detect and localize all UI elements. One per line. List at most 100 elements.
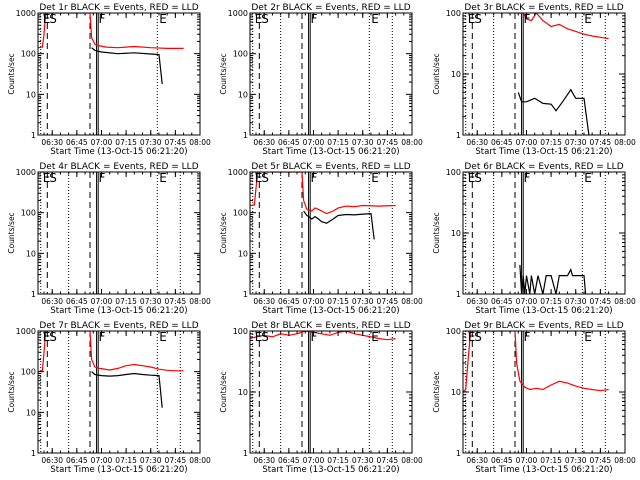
time-marker-label: E	[584, 171, 592, 185]
x-tick-label: 07:45	[377, 297, 399, 306]
time-marker-label: F	[311, 171, 318, 185]
plot-frame	[249, 171, 413, 295]
y-tick-label: 100	[233, 50, 248, 59]
x-tick-label: 07:00	[516, 297, 538, 306]
x-tick-label: 06:30	[253, 138, 275, 147]
x-axis-label: Start Time (13-Oct-15 06:21:20)	[475, 147, 612, 157]
events-series-line	[91, 371, 163, 408]
y-tick-label: 10	[238, 90, 248, 99]
x-tick-label: 07:00	[91, 138, 113, 147]
time-marker-label: E	[371, 12, 379, 26]
plot-frame	[462, 171, 626, 295]
y-tick-label: 10	[451, 229, 461, 238]
chart-title: Det 2r BLACK = Events, RED = LLD	[251, 3, 410, 13]
time-marker-label: S	[49, 12, 57, 26]
y-axis-label: Counts/sec	[432, 212, 441, 253]
plot-frame	[37, 171, 201, 295]
x-tick-label: 07:45	[165, 297, 187, 306]
x-tick-label: 07:15	[540, 297, 562, 306]
x-axis-label: Start Time (13-Oct-15 06:21:20)	[50, 147, 187, 157]
x-tick-label: 07:00	[516, 138, 538, 147]
y-tick-label: 10	[451, 388, 461, 397]
chart-title: Det 3r BLACK = Events, RED = LLD	[464, 3, 623, 13]
x-tick-label: 07:00	[303, 297, 325, 306]
chart-title: Det 9r BLACK = Events, RED = LLD	[464, 321, 623, 331]
plot-frame	[37, 330, 201, 454]
x-tick-label: 08:00	[401, 297, 423, 306]
time-marker-label: F	[524, 171, 531, 185]
time-marker-label: F	[311, 330, 318, 344]
lld-series-line	[38, 331, 184, 373]
time-marker-label: S	[49, 330, 57, 344]
y-tick-label: 1000	[228, 168, 248, 177]
x-tick-label: 07:45	[590, 138, 612, 147]
x-tick-label: 07:15	[115, 138, 137, 147]
x-tick-label: 08:00	[189, 297, 211, 306]
time-marker-label: E	[43, 12, 51, 26]
x-tick-label: 06:45	[491, 138, 513, 147]
y-axis-label: Counts/sec	[219, 53, 228, 94]
y-tick-label: 100	[233, 209, 248, 218]
y-tick-label: 1000	[228, 9, 248, 18]
y-axis-label: Counts/sec	[7, 371, 16, 412]
y-tick-label: 10	[26, 408, 36, 417]
x-tick-label: 07:45	[590, 456, 612, 465]
plot-area	[38, 331, 184, 453]
y-tick-label: 1	[456, 449, 461, 458]
x-tick-label: 07:00	[303, 456, 325, 465]
x-tick-label: 06:30	[466, 456, 488, 465]
time-marker-label: S	[474, 171, 482, 185]
y-tick-label: 1	[456, 131, 461, 140]
x-tick-label: 06:30	[253, 297, 275, 306]
y-axis-label: Counts/sec	[219, 371, 228, 412]
x-tick-label: 07:30	[352, 138, 374, 147]
x-tick-label: 06:30	[253, 456, 275, 465]
y-tick-label: 100	[446, 327, 461, 336]
x-tick-label: 08:00	[189, 138, 211, 147]
y-tick-label: 1	[243, 449, 248, 458]
time-marker-label: E	[371, 171, 379, 185]
x-tick-label: 07:30	[352, 456, 374, 465]
lld-series-line	[250, 331, 396, 341]
y-tick-label: 10	[238, 249, 248, 258]
x-tick-label: 07:30	[565, 456, 587, 465]
y-tick-label: 1	[31, 131, 36, 140]
x-axis-label: Start Time (13-Oct-15 06:21:20)	[475, 306, 612, 316]
y-tick-label: 1000	[16, 168, 36, 177]
x-tick-label: 08:00	[614, 297, 636, 306]
chart-title: Det 8r BLACK = Events, RED = LLD	[251, 321, 410, 331]
x-tick-label: 07:00	[91, 297, 113, 306]
x-tick-label: 06:45	[491, 456, 513, 465]
time-marker-label: S	[261, 12, 269, 26]
x-tick-label: 08:00	[401, 456, 423, 465]
plot-area	[465, 13, 609, 135]
time-marker-label: F	[524, 12, 531, 26]
x-tick-label: 07:00	[91, 456, 113, 465]
chart-title: Det 1r BLACK = Events, RED = LLD	[39, 3, 198, 13]
x-tick-label: 07:00	[516, 456, 538, 465]
y-tick-label: 10	[238, 388, 248, 397]
x-tick-label: 07:45	[590, 297, 612, 306]
chart-title: Det 5r BLACK = Events, RED = LLD	[251, 162, 410, 172]
plot-area	[250, 172, 396, 294]
time-marker-label: E	[468, 12, 476, 26]
x-tick-label: 07:15	[327, 138, 349, 147]
x-axis-label: Start Time (13-Oct-15 06:21:20)	[262, 147, 399, 157]
time-marker-label: F	[524, 330, 531, 344]
x-tick-label: 07:00	[303, 138, 325, 147]
x-tick-label: 07:15	[327, 456, 349, 465]
plot-frame	[462, 330, 626, 454]
y-tick-label: 100	[446, 9, 461, 18]
x-tick-label: 06:30	[41, 297, 63, 306]
x-tick-label: 07:45	[377, 138, 399, 147]
y-tick-label: 100	[446, 168, 461, 177]
